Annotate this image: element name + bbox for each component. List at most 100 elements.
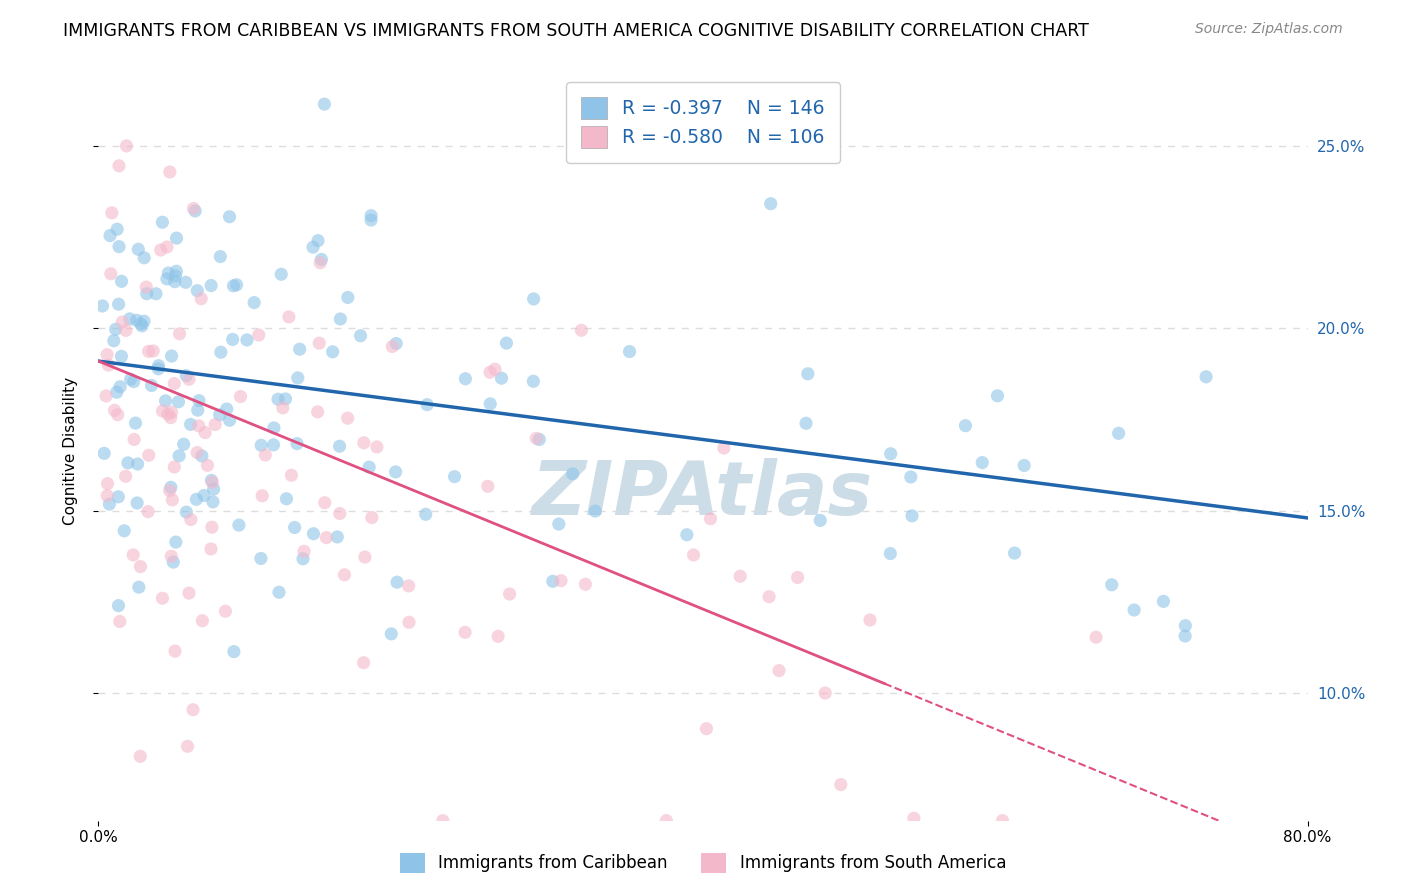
Point [903, 811, 925, 825]
Point [263, 421, 285, 435]
Point [322, 344, 344, 359]
Point [359, 460, 381, 475]
Point [360, 510, 382, 524]
Point [186, 284, 208, 298]
Point [655, 814, 678, 828]
Point [129, 317, 152, 331]
Point [398, 579, 420, 593]
Point [1012, 458, 1035, 473]
Point [201, 520, 224, 534]
Point [163, 644, 186, 658]
Point [267, 392, 290, 407]
Point [127, 243, 149, 257]
Point [165, 264, 187, 278]
Point [107, 297, 129, 311]
Point [187, 418, 209, 433]
Point [108, 240, 131, 254]
Point [111, 315, 134, 329]
Point [225, 277, 247, 292]
Point [152, 591, 174, 606]
Point [329, 439, 352, 453]
Point [308, 336, 330, 351]
Point [159, 483, 181, 498]
Point [484, 362, 506, 376]
Point [128, 580, 150, 594]
Point [107, 490, 129, 504]
Point [93, 446, 115, 460]
Point [288, 342, 311, 356]
Point [181, 703, 204, 717]
Point [127, 457, 149, 471]
Point [174, 276, 197, 290]
Point [491, 371, 513, 385]
Text: IMMIGRANTS FROM CARIBBEAN VS IMMIGRANTS FROM SOUTH AMERICA COGNITIVE DISABILITY : IMMIGRANTS FROM CARIBBEAN VS IMMIGRANTS … [63, 22, 1090, 40]
Point [177, 372, 200, 386]
Point [263, 438, 285, 452]
Point [122, 548, 145, 562]
Point [118, 311, 141, 326]
Point [292, 544, 315, 558]
Point [274, 392, 297, 406]
Point [96, 476, 118, 491]
Point [250, 438, 273, 452]
Point [201, 495, 224, 509]
Point [454, 625, 477, 640]
Point [247, 328, 270, 343]
Point [524, 431, 547, 445]
Point [307, 234, 329, 248]
Point [135, 286, 157, 301]
Point [127, 496, 149, 510]
Point [104, 322, 127, 336]
Point [108, 380, 131, 394]
Point [353, 656, 375, 670]
Point [156, 240, 179, 254]
Point [191, 614, 214, 628]
Point [758, 590, 780, 604]
Point [794, 417, 817, 431]
Point [110, 349, 132, 363]
Point [96, 348, 118, 362]
Point [156, 407, 179, 421]
Point [120, 372, 142, 386]
Point [307, 405, 329, 419]
Point [117, 456, 139, 470]
Point [100, 267, 122, 281]
Point [1152, 594, 1174, 608]
Point [200, 278, 222, 293]
Point [197, 458, 219, 473]
Point [167, 449, 190, 463]
Point [284, 520, 307, 534]
Point [184, 203, 207, 218]
Point [115, 139, 138, 153]
Point [129, 749, 152, 764]
Point [314, 97, 336, 112]
Point [522, 374, 544, 388]
Point [96, 489, 118, 503]
Point [972, 456, 994, 470]
Point [134, 251, 156, 265]
Point [1174, 618, 1197, 632]
Point [148, 359, 170, 373]
Point [454, 372, 477, 386]
Point [561, 467, 583, 481]
Point [191, 449, 214, 463]
Point [105, 222, 128, 236]
Point [103, 403, 125, 417]
Point [208, 408, 231, 422]
Point [138, 448, 160, 462]
Point [955, 418, 977, 433]
Point [336, 411, 359, 425]
Point [160, 405, 183, 419]
Point [165, 268, 187, 283]
Point [236, 333, 259, 347]
Point [285, 436, 308, 450]
Point [314, 496, 336, 510]
Point [163, 275, 186, 289]
Point [550, 574, 572, 588]
Point [336, 290, 359, 304]
Point [991, 814, 1014, 828]
Point [270, 267, 292, 281]
Point [354, 549, 377, 564]
Point [222, 278, 245, 293]
Point [103, 334, 125, 348]
